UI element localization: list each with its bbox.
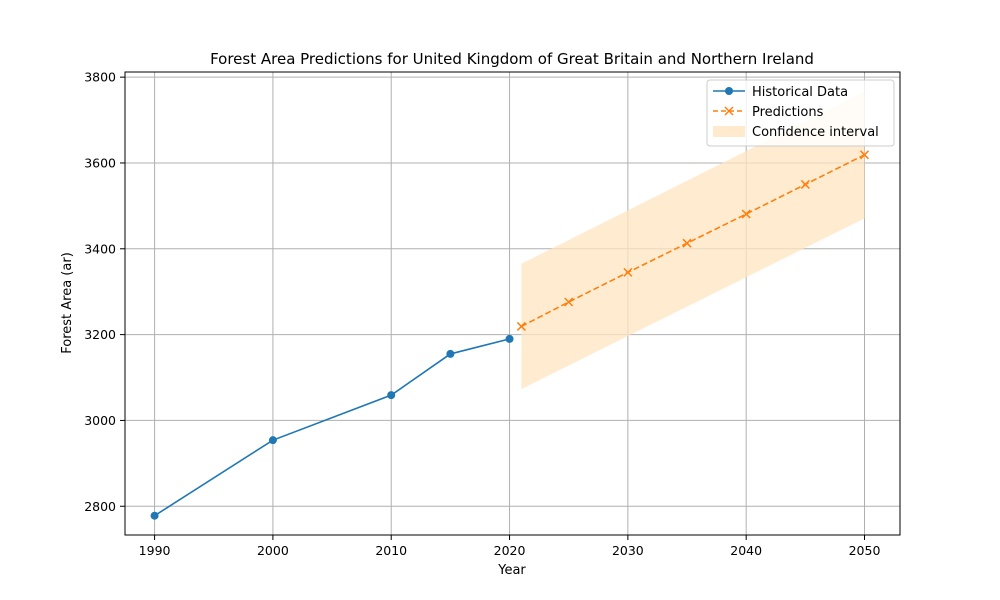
plot-frame <box>124 71 901 536</box>
prediction-point <box>564 297 574 307</box>
historical-data-point <box>150 511 159 520</box>
y-tick-label: 2800 <box>84 499 116 514</box>
historical-data-point <box>268 436 277 445</box>
y-tick-label: 3400 <box>84 241 116 256</box>
x-tick-label: 2030 <box>612 543 644 558</box>
prediction-point <box>516 321 526 331</box>
legend-box <box>706 79 895 147</box>
historical-data-point <box>505 334 514 343</box>
prediction-point <box>623 267 633 277</box>
x-tick-label: 2010 <box>375 543 407 558</box>
y-tick-label: 3600 <box>84 155 116 170</box>
prediction-point <box>682 238 692 248</box>
chart-title: Forest Area Predictions for United Kingd… <box>210 50 814 68</box>
x-tick-label: 2020 <box>494 543 526 558</box>
legend-confidence-label: Confidence interval <box>752 125 879 140</box>
x-axis-label: Year <box>497 563 526 578</box>
x-tick-label: 2050 <box>849 543 881 558</box>
x-tick-label: 2000 <box>257 543 289 558</box>
historical-data-point <box>387 391 396 400</box>
legend-predictions-label: Predictions <box>752 105 824 120</box>
legend-predictions-marker <box>724 106 734 116</box>
x-tick-label: 1990 <box>139 543 171 558</box>
prediction-point <box>859 150 870 160</box>
prediction-point <box>800 179 810 189</box>
y-axis-label: Forest Area (ar) <box>60 252 75 354</box>
x-tick-label: 2040 <box>730 543 762 558</box>
y-tick-label: 3000 <box>84 413 116 428</box>
y-tick-label: 3800 <box>84 70 116 85</box>
legend-confidence-swatch <box>713 126 745 137</box>
legend-historical-marker <box>725 87 733 95</box>
historical-data-point <box>446 349 455 358</box>
legend-historical-label: Historical Data <box>752 85 848 100</box>
prediction-point <box>741 209 751 219</box>
y-tick-label: 3200 <box>84 327 116 342</box>
legend: Historical Data Predictions Confidence i… <box>706 79 895 147</box>
